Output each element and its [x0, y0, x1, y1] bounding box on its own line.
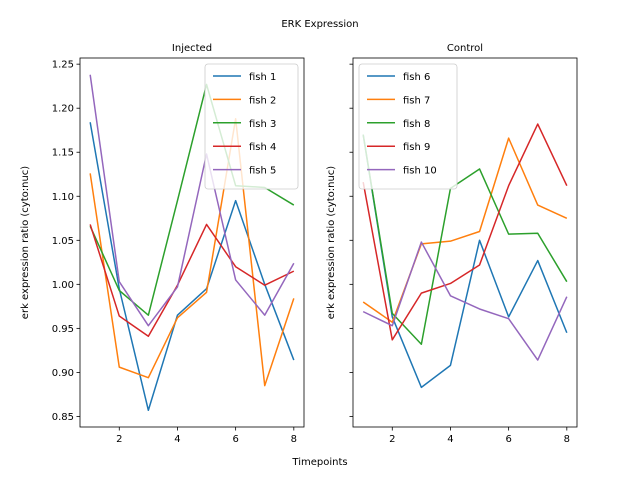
legend: fish 1 fish 2 fish 3 fish 4 fish 5	[204, 63, 299, 190]
y-tick-label: 1.15	[52, 148, 74, 159]
y-tick-label: 1.10	[52, 192, 74, 203]
y-axis-label: erk expression ratio (cyto:nuc)	[326, 166, 337, 319]
legend-entry-label: fish 4	[249, 142, 276, 153]
x-tick-label: 6	[505, 434, 511, 445]
legend-entry-label: fish 10	[403, 166, 437, 177]
panel-injected: Injected 2 4 6 8 0.85 0.90 0.95 1.00 1.05 1.10 1.15…	[20, 43, 305, 445]
x-tick-label: 8	[564, 434, 570, 445]
y-tick-label: 0.85	[52, 412, 74, 423]
figure-suptitle: ERK Expression	[281, 19, 358, 30]
x-tick-label: 6	[232, 434, 238, 445]
series-line-fish-1	[89, 122, 295, 412]
legend-entry-label: fish 2	[249, 95, 276, 106]
y-tick-label: 1.00	[52, 280, 74, 291]
legend-entry-label: fish 7	[403, 95, 430, 106]
x-tick-label: 2	[389, 434, 395, 445]
legend-entry-label: fish 3	[249, 119, 276, 130]
x-tick-label: 8	[291, 434, 297, 445]
series-line-fish-8	[362, 134, 568, 345]
legend-entry-label: fish 8	[403, 119, 430, 130]
x-tick-label: 2	[116, 434, 122, 445]
legend-box	[204, 63, 299, 190]
y-tick-label: 0.90	[52, 368, 74, 379]
plot-frame	[79, 57, 305, 428]
x-tick-label: 4	[174, 434, 180, 445]
plot-frame	[352, 57, 578, 428]
subplot-title: Control	[447, 43, 483, 54]
panel-control: Control 2 4 6 8 erk expression ratio (cyto:nu…	[326, 43, 578, 445]
series-line-fish-9	[362, 123, 568, 341]
shared-x-axis-label: Timepoints	[291, 457, 347, 468]
series-line-fish-5	[89, 74, 295, 327]
series-line-fish-4	[89, 223, 295, 338]
series-line-fish-10	[362, 241, 568, 361]
legend-entry-label: fish 5	[249, 166, 276, 177]
legend-entry-label: fish 1	[249, 72, 276, 83]
y-axis-label: erk expression ratio (cyto:nuc)	[20, 166, 31, 319]
subplot-title: Injected	[172, 43, 212, 54]
y-tick-label: 0.95	[52, 324, 74, 335]
series-line-fish-2	[89, 118, 295, 387]
series-line-fish-7	[362, 137, 568, 323]
legend-box	[358, 63, 458, 190]
x-tick-label: 4	[447, 434, 453, 445]
legend-entry-label: fish 6	[403, 72, 430, 83]
legend-entry-label: fish 9	[403, 142, 430, 153]
y-tick-label: 1.20	[52, 104, 74, 115]
legend: fish 6 fish 7 fish 8 fish 9 fish 10	[358, 63, 458, 190]
y-tick-label: 1.05	[52, 236, 74, 247]
y-tick-label: 1.25	[52, 60, 74, 71]
